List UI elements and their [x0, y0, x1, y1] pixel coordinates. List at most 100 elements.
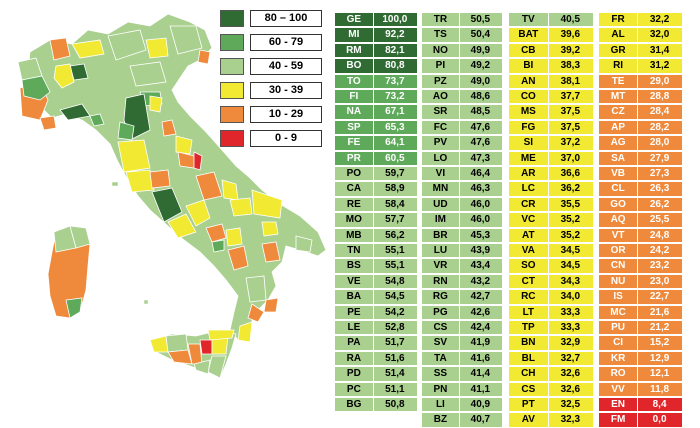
province-value: 54,5	[385, 291, 405, 303]
province-value: 33,3	[560, 322, 581, 333]
province-value: 47,6	[470, 121, 491, 133]
province-code: GO	[599, 197, 639, 212]
province-row: TA 41,6	[421, 350, 503, 367]
province-row: CZ 28,4	[598, 104, 683, 120]
province-row: GR 31,4	[598, 42, 683, 59]
province-value: 80,8	[385, 60, 405, 72]
legend-item-40-59: 40 - 59	[220, 58, 324, 76]
province-ancona	[175, 135, 193, 155]
province-fermo	[193, 151, 203, 171]
province-value: 47,6	[470, 137, 491, 149]
province-row: BN 32,9	[508, 335, 594, 351]
province-row: BO 80,8	[334, 58, 418, 74]
province-code: CA	[335, 182, 374, 196]
province-code: ME	[509, 151, 549, 165]
province-row: LC 36,2	[508, 181, 594, 197]
province-row: AQ 25,5	[598, 212, 683, 228]
province-grosseto	[125, 169, 155, 193]
province-row: AN 38,1	[508, 73, 594, 89]
legend-swatch	[220, 58, 244, 75]
province-value: 51,4	[385, 368, 405, 380]
province-matera	[261, 241, 281, 263]
province-brindisi	[295, 235, 313, 253]
legend-label: 40 - 59	[250, 58, 322, 75]
province-row: CI 15,2	[598, 335, 683, 351]
province-olbia	[69, 225, 91, 249]
province-row: NO 49,9	[421, 42, 503, 59]
province-value: 12,1	[649, 368, 670, 380]
province-palermo	[165, 333, 189, 353]
province-value: 46,0	[470, 214, 491, 226]
province-row: VA 34,5	[508, 243, 594, 259]
province-row: GO 26,2	[598, 196, 683, 213]
province-value: 27,3	[649, 168, 670, 179]
province-abruzzo	[195, 171, 223, 201]
province-value: 33,3	[560, 306, 581, 318]
province-value: 39,2	[560, 44, 581, 56]
province-code: MO	[335, 213, 374, 227]
province-code: PZ	[422, 74, 460, 88]
province-value: 22,7	[649, 291, 670, 303]
province-cosenza	[245, 275, 267, 303]
province-row: RC 34,0	[508, 289, 594, 305]
province-code: PG	[422, 305, 460, 319]
province-code: OR	[599, 244, 639, 258]
province-code: CS	[422, 321, 460, 335]
province-value: 59,7	[385, 168, 405, 179]
province-row: CH 32,6	[508, 366, 594, 382]
province-value: 32,0	[649, 29, 670, 41]
province-value: 47,3	[470, 152, 491, 164]
province-row: PT 32,5	[508, 397, 594, 413]
province-value: 49,2	[470, 60, 491, 72]
province-value: 34,3	[560, 275, 581, 287]
province-value: 58,4	[385, 198, 405, 210]
province-row: MB 56,2	[334, 227, 418, 243]
province-code: FR	[599, 13, 639, 27]
province-code: AO	[422, 90, 460, 104]
province-row: FR 32,2	[598, 12, 683, 28]
province-row: PE 54,2	[334, 304, 418, 320]
province-code: PD	[335, 367, 374, 381]
province-code: NA	[335, 105, 374, 119]
province-value: 34,5	[560, 260, 581, 272]
province-value: 50,8	[385, 399, 405, 410]
province-code: BI	[509, 59, 549, 73]
province-code: BL	[509, 351, 549, 366]
legend-item-0-9: 0 - 9	[220, 130, 324, 148]
province-catanzaro	[247, 303, 265, 323]
province-value: 43,2	[470, 275, 491, 287]
province-row: CT 34,3	[508, 273, 594, 290]
province-code: BAT	[509, 28, 549, 42]
province-row: RO 12,1	[598, 366, 683, 382]
province-value: 46,4	[470, 168, 491, 179]
province-code: CL	[599, 182, 639, 196]
province-row: AR 36,6	[508, 166, 594, 182]
province-row: RA 51,6	[334, 350, 418, 367]
province-value: 51,6	[385, 352, 405, 364]
province-firenze	[117, 121, 135, 141]
legend-swatch	[220, 130, 244, 147]
province-value: 40,5	[560, 14, 581, 25]
province-value: 100,0	[382, 14, 408, 25]
province-code: BO	[335, 59, 374, 73]
province-code: AQ	[599, 213, 639, 227]
province-code: TS	[422, 28, 460, 42]
province-code: SV	[422, 336, 460, 350]
province-code: CI	[599, 336, 639, 350]
province-code: BS	[335, 259, 374, 273]
province-code: FE	[335, 136, 374, 150]
province-code: VE	[335, 274, 374, 289]
province-torino	[21, 75, 51, 101]
province-code: PV	[422, 136, 460, 150]
province-value: 28,0	[649, 137, 670, 149]
province-row: BL 32,7	[508, 350, 594, 367]
province-row: RG 42,7	[421, 289, 503, 305]
province-code: VV	[599, 382, 639, 396]
province-value: 42,4	[470, 322, 491, 333]
province-value: 58,9	[385, 183, 405, 195]
mainland	[17, 13, 327, 343]
province-code: AT	[509, 228, 549, 242]
province-code: FG	[509, 120, 549, 135]
province-value: 50,4	[470, 29, 491, 41]
province-row: IM 46,0	[421, 212, 503, 228]
